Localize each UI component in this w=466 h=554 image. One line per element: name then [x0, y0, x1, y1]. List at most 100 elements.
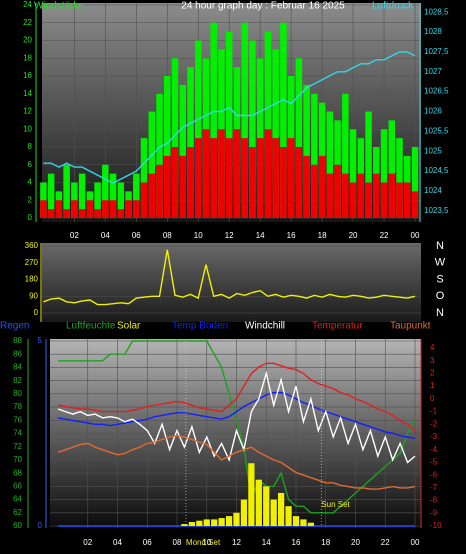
bar	[249, 40, 256, 218]
x-tick-label: 00	[411, 538, 420, 547]
y-tick-label: 18	[23, 53, 32, 62]
y-tick-label: 6	[28, 160, 33, 169]
y2-tick-label: 1028,5	[424, 7, 449, 16]
bar	[71, 200, 78, 218]
bar	[240, 499, 248, 526]
bar	[270, 499, 277, 526]
bar	[365, 182, 372, 218]
bar	[396, 182, 403, 218]
bar	[225, 138, 233, 218]
y-tick-label: 90	[29, 291, 38, 300]
y2-tick-label: 1028	[424, 27, 442, 36]
bar	[210, 138, 217, 218]
bar	[280, 22, 287, 218]
bar	[264, 31, 272, 218]
bar	[78, 173, 86, 218]
chart-title: 24 hour graph day : Februar 16 2025	[181, 1, 345, 12]
bar	[171, 58, 179, 218]
series-line	[43, 249, 416, 306]
x-tick-label: 10	[202, 538, 211, 547]
bar	[256, 138, 264, 218]
bar	[179, 155, 187, 218]
x-tick-label: 04	[101, 231, 110, 240]
y-axis-title: Windstärke	[34, 1, 84, 12]
bar	[233, 512, 240, 526]
y-tick-label: 0	[28, 213, 33, 222]
bar	[326, 111, 334, 218]
y-tick-label: 24	[23, 0, 32, 9]
legend-entry: Taupunkt	[390, 321, 431, 332]
bar	[249, 147, 256, 218]
bar	[287, 138, 295, 218]
bar	[109, 173, 117, 218]
bar	[179, 84, 187, 218]
bar	[148, 111, 156, 218]
bar	[133, 200, 140, 218]
y2-tick-label: N	[436, 240, 444, 252]
bar	[311, 93, 318, 218]
bar	[411, 147, 419, 218]
bar	[380, 129, 388, 218]
x-tick-label: 00	[411, 231, 420, 240]
series-line	[57, 362, 416, 432]
bar	[303, 84, 310, 218]
bar	[63, 164, 70, 218]
y2-tick-label: 1027	[424, 67, 442, 76]
bar	[203, 519, 210, 526]
bar	[140, 182, 148, 218]
y-tick-label: 78	[13, 402, 22, 411]
legend-entry: Regen	[0, 321, 29, 332]
bar	[357, 173, 365, 218]
x-tick-label: 06	[143, 538, 152, 547]
y2-tick-label: 2	[430, 369, 435, 378]
bar	[342, 173, 349, 218]
bar	[285, 506, 292, 526]
bar	[233, 129, 241, 218]
legend-entry: Windchill	[245, 321, 285, 332]
y2-tick-label: O	[436, 290, 445, 302]
y-tick-label: 66	[13, 481, 22, 490]
y-tick-label: 64	[13, 495, 22, 504]
bar	[292, 516, 300, 526]
x-tick-label: 18	[321, 538, 330, 547]
y-tick-label: 2	[28, 195, 33, 204]
bar	[171, 147, 179, 218]
bar	[295, 58, 303, 218]
bar	[109, 200, 117, 218]
bar	[411, 191, 419, 218]
y2-axis-title: Luftdruck	[372, 1, 414, 12]
bar	[365, 111, 372, 218]
x-tick-label: 18	[318, 231, 327, 240]
bar	[248, 463, 255, 526]
y-tick-label: 360	[25, 241, 39, 250]
y2-tick-label: 1027,5	[424, 47, 449, 56]
bar	[349, 129, 357, 218]
y-tick-label: 8	[28, 142, 33, 151]
bar	[307, 522, 314, 526]
x-tick-label: 02	[83, 538, 92, 547]
x-tick-label: 08	[173, 538, 182, 547]
bar	[380, 182, 388, 218]
bar	[318, 155, 326, 218]
x-tick-label: 14	[256, 231, 265, 240]
x-tick-label: 06	[132, 231, 141, 240]
bar	[264, 129, 272, 218]
y2-tick-label: 1025	[424, 146, 442, 155]
bar	[187, 147, 194, 218]
y-tick-label: 72	[13, 442, 22, 451]
bar	[196, 520, 203, 526]
y-tick-label: 4	[28, 178, 33, 187]
x-tick-label: 22	[381, 538, 390, 547]
bar	[241, 138, 248, 218]
bar	[133, 173, 140, 218]
y-tick-label: 12	[23, 107, 32, 116]
y2-tick-label: 1024	[424, 186, 442, 195]
y-tick-label: 80	[13, 389, 22, 398]
y2-tick-label: -10	[430, 521, 442, 530]
y2-tick-label: W	[435, 257, 446, 269]
y2-tick-label: 1023,5	[424, 206, 449, 215]
y-tick-label: 74	[13, 429, 22, 438]
bar	[78, 209, 86, 218]
